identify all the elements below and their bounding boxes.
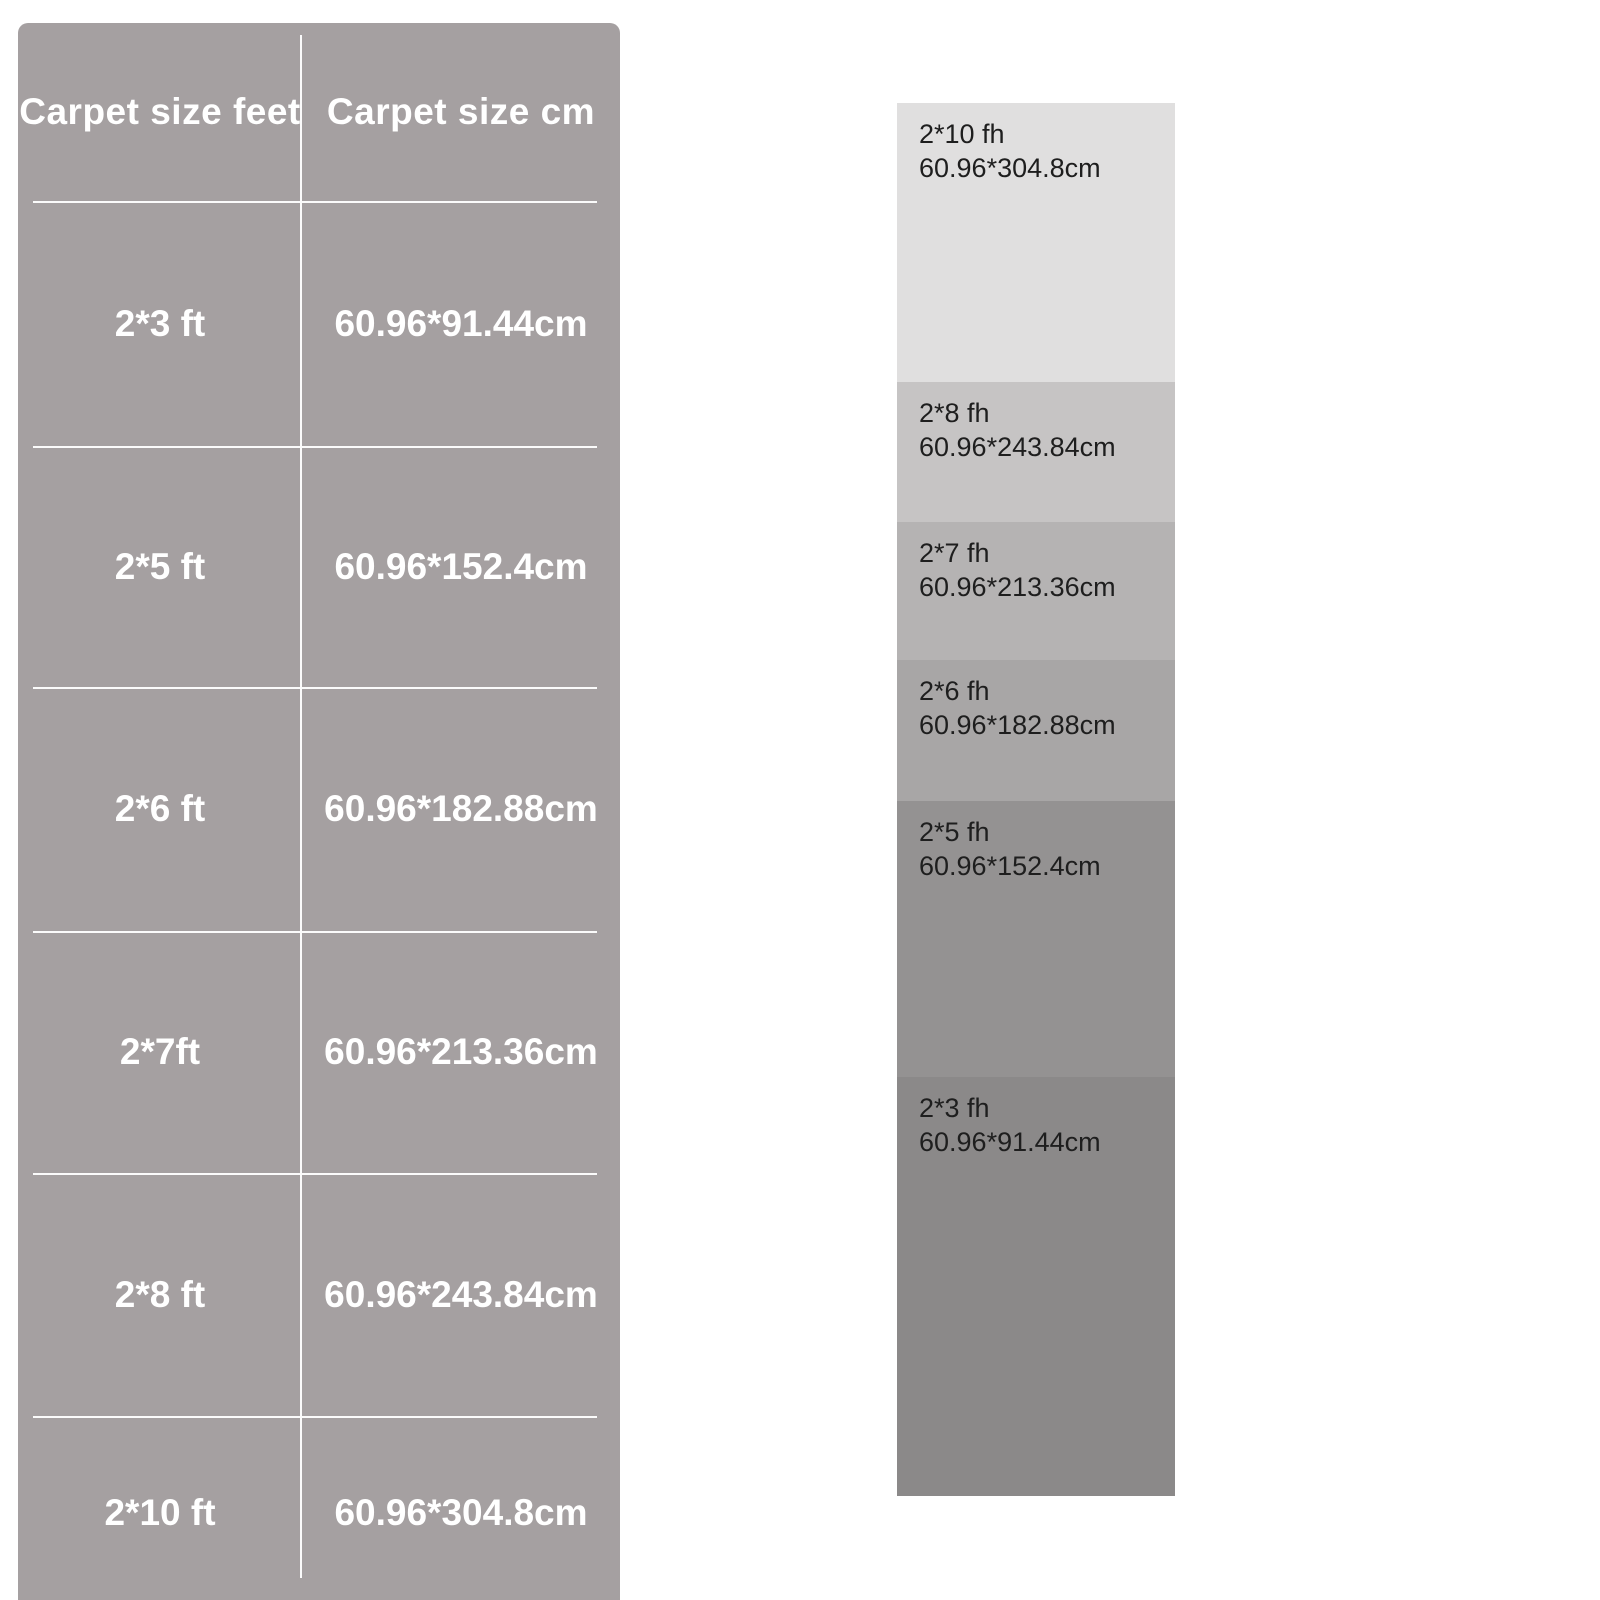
cell-feet: 2*8 ft	[114, 1273, 206, 1315]
row-divider	[33, 1416, 597, 1418]
size-swatch-stack: 2*10 fh 60.96*304.8cm 2*8 fh 60.96*243.8…	[897, 103, 1175, 1496]
table-row: 2*5 ft 60.96*152.4cm	[18, 446, 620, 687]
size-swatch-2x8: 2*8 fh 60.96*243.84cm	[897, 382, 1175, 522]
swatch-size-ft: 2*8 fh	[919, 398, 990, 428]
size-swatch-2x7: 2*7 fh 60.96*213.36cm	[897, 522, 1175, 660]
swatch-size-cm: 60.96*304.8cm	[919, 153, 1101, 183]
cell-cm: 60.96*304.8cm	[334, 1492, 588, 1533]
header-feet: Carpet size feet	[19, 91, 301, 132]
table-row: 2*6 ft 60.96*182.88cm	[18, 687, 620, 931]
carpet-size-table: Carpet size feet Carpet size cm 2*3 ft 6…	[18, 23, 620, 1600]
table-header-row: Carpet size feet Carpet size cm	[18, 23, 620, 201]
cell-cm: 60.96*243.84cm	[324, 1273, 598, 1315]
table-row: 2*10 ft 60.96*304.8cm	[18, 1416, 620, 1600]
column-divider	[300, 35, 302, 1578]
swatch-size-ft: 2*5 fh	[919, 817, 990, 847]
swatch-size-cm: 60.96*152.4cm	[919, 851, 1101, 881]
swatch-size-ft: 2*3 fh	[919, 1093, 990, 1123]
row-divider	[33, 1173, 597, 1175]
size-swatch-2x10: 2*10 fh 60.96*304.8cm	[897, 103, 1175, 382]
table-row: 2*3 ft 60.96*91.44cm	[18, 201, 620, 446]
table-row: 2*7ft 60.96*213.36cm	[18, 931, 620, 1173]
swatch-size-ft: 2*6 fh	[919, 676, 990, 706]
row-divider	[33, 931, 597, 933]
swatch-size-cm: 60.96*213.36cm	[919, 572, 1116, 602]
swatch-size-ft: 2*10 fh	[919, 119, 1005, 149]
cell-feet: 2*5 ft	[114, 545, 206, 587]
cell-feet: 2*7ft	[119, 1031, 201, 1072]
row-divider	[33, 201, 597, 203]
row-divider	[33, 446, 597, 448]
size-swatch-2x6: 2*6 fh 60.96*182.88cm	[897, 660, 1175, 801]
swatch-size-ft: 2*7 fh	[919, 538, 990, 568]
swatch-size-cm: 60.96*182.88cm	[919, 710, 1116, 740]
swatch-size-cm: 60.96*91.44cm	[919, 1127, 1101, 1157]
header-cm: Carpet size cm	[326, 91, 596, 132]
cell-cm: 60.96*91.44cm	[334, 302, 588, 344]
cell-feet: 2*6 ft	[114, 788, 206, 829]
swatch-size-cm: 60.96*243.84cm	[919, 432, 1116, 462]
cell-cm: 60.96*152.4cm	[334, 545, 588, 587]
cell-cm: 60.96*182.88cm	[324, 788, 598, 829]
size-swatch-2x3: 2*3 fh 60.96*91.44cm	[897, 1077, 1175, 1496]
cell-cm: 60.96*213.36cm	[324, 1031, 598, 1072]
size-swatch-2x5: 2*5 fh 60.96*152.4cm	[897, 801, 1175, 1077]
cell-feet: 2*10 ft	[104, 1492, 216, 1533]
cell-feet: 2*3 ft	[114, 302, 206, 344]
table-row: 2*8 ft 60.96*243.84cm	[18, 1173, 620, 1416]
row-divider	[33, 687, 597, 689]
